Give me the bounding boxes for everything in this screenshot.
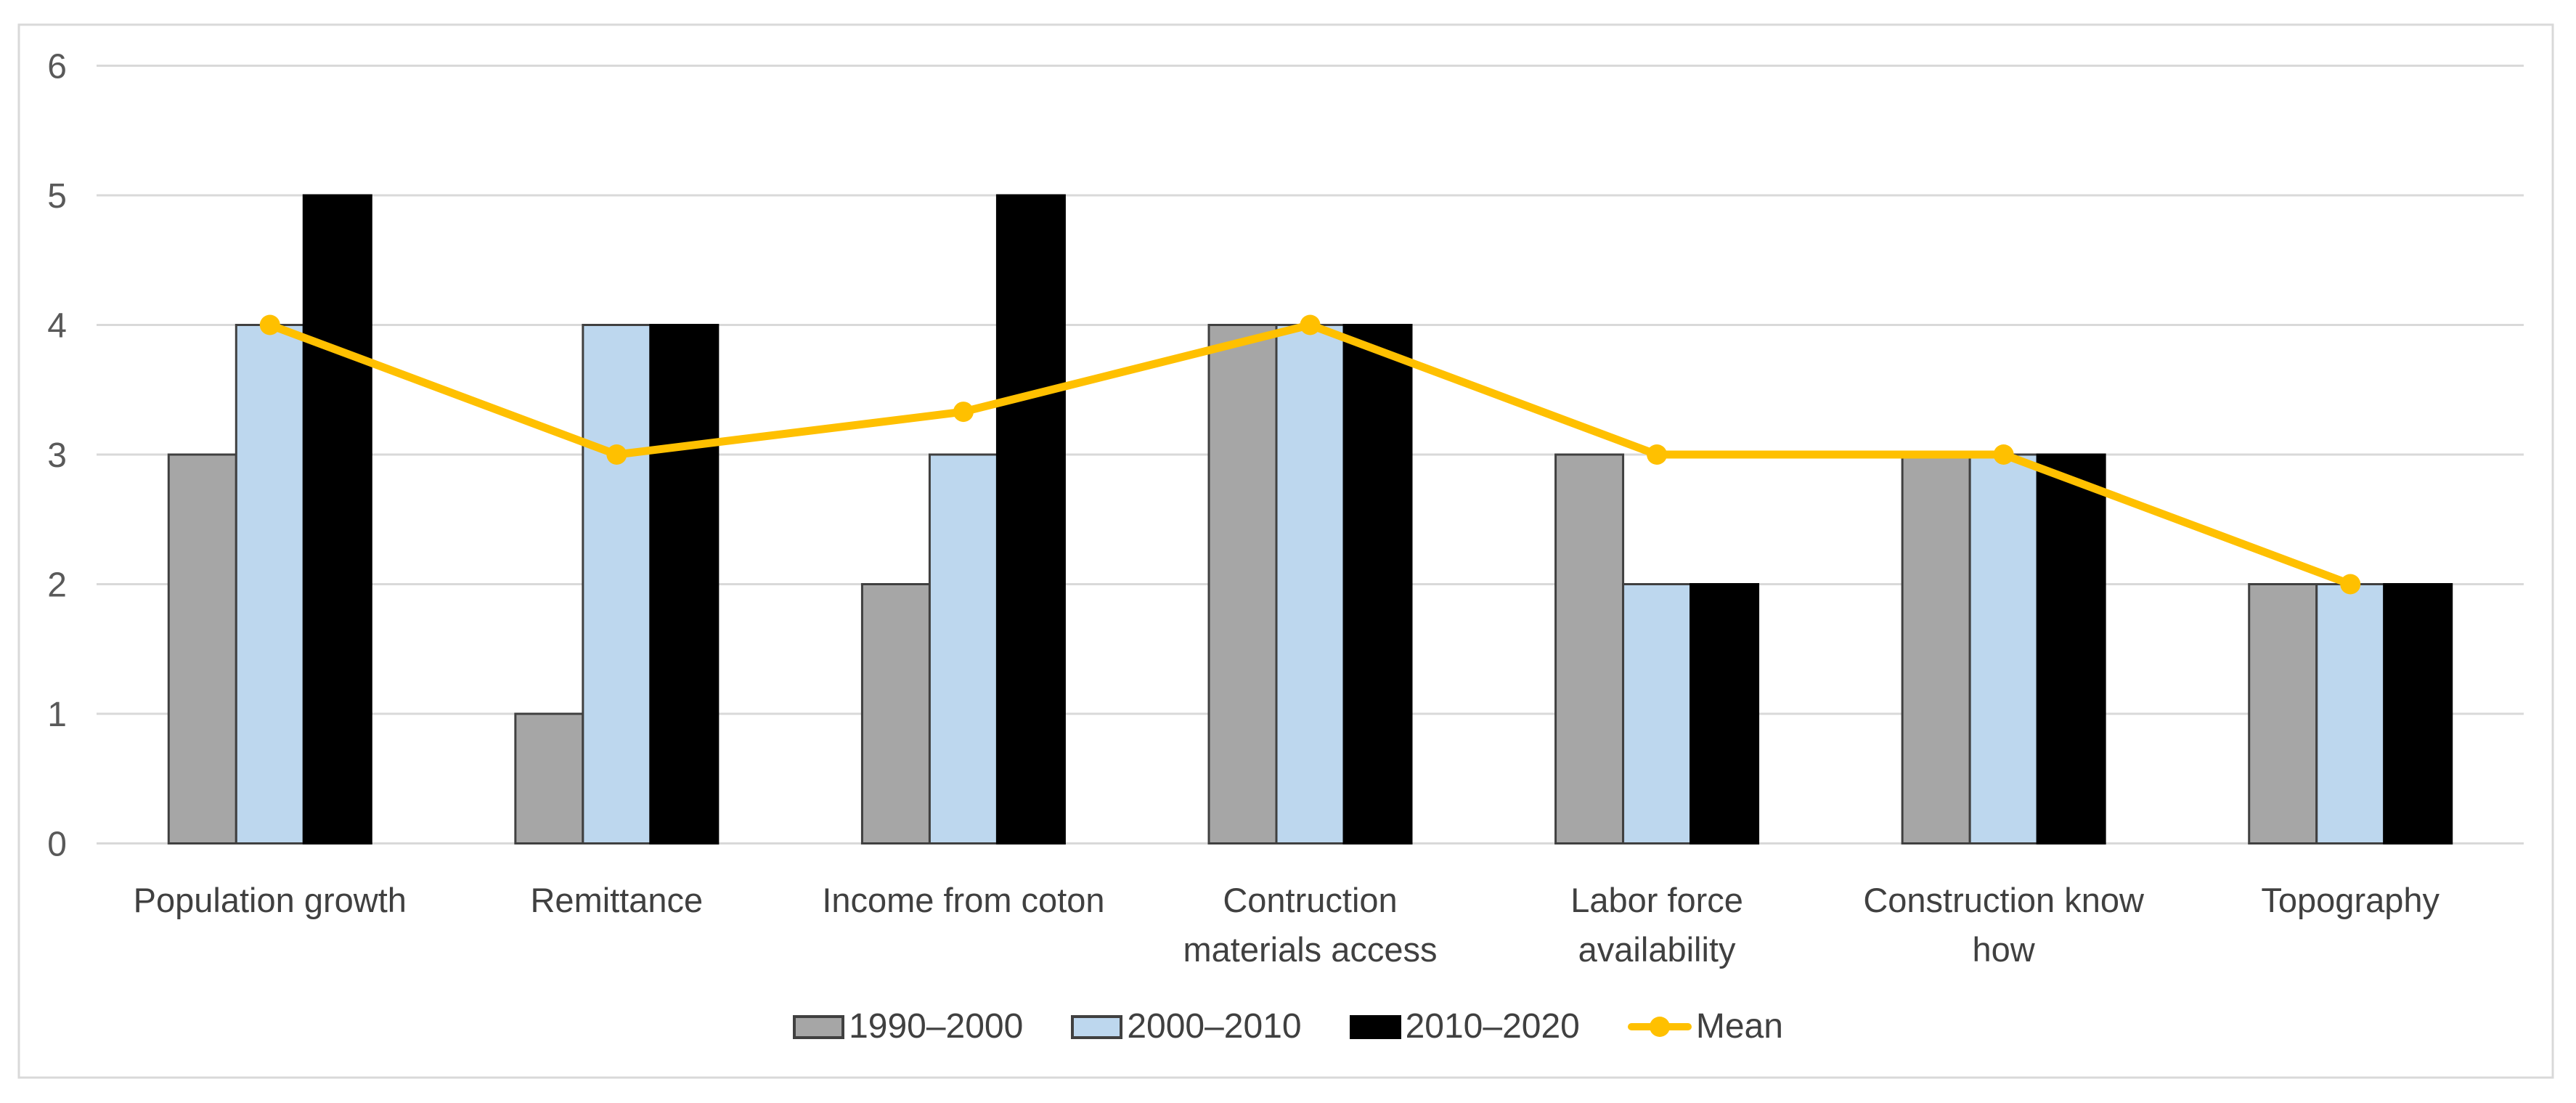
- bar: [235, 324, 305, 844]
- category-label: Remittance: [530, 881, 703, 919]
- bar: [302, 194, 372, 844]
- bar: [1554, 453, 1625, 844]
- category-label: how: [1973, 930, 2036, 969]
- bar: [1207, 324, 1278, 844]
- bar: [2248, 583, 2318, 844]
- bar: [860, 583, 931, 844]
- bar: [2036, 453, 2106, 844]
- category-label: Topography: [2261, 881, 2440, 919]
- mean-line-marker: [1300, 314, 1321, 335]
- bar: [649, 324, 720, 844]
- bar: [995, 194, 1066, 844]
- bar: [1968, 453, 2039, 844]
- bar: [1622, 583, 1692, 844]
- y-axis-tick-label: 3: [47, 436, 67, 475]
- y-axis-tick-label: 2: [47, 566, 67, 605]
- category-label: Contruction: [1223, 881, 1397, 919]
- bar: [1275, 324, 1345, 844]
- bar: [2383, 583, 2453, 844]
- bar: [167, 453, 237, 844]
- mean-line-marker: [2340, 574, 2361, 595]
- bar: [514, 712, 584, 844]
- y-axis-tick-label: 0: [47, 826, 67, 864]
- mean-line-marker: [1647, 444, 1668, 465]
- bar: [928, 453, 998, 844]
- category-label: availability: [1578, 930, 1736, 969]
- category-label: Population growth: [134, 881, 407, 919]
- y-axis-tick-label: 4: [47, 307, 67, 346]
- category-label: materials access: [1183, 930, 1438, 969]
- category-label: Labor force: [1570, 881, 1743, 919]
- y-axis-tick-label: 1: [47, 696, 67, 734]
- chart-frame-border: [17, 23, 2554, 1079]
- bar: [582, 324, 652, 844]
- bar: [1690, 583, 1760, 844]
- mean-line-marker: [259, 314, 280, 335]
- y-axis-tick-label: 6: [47, 48, 67, 86]
- category-label: Income from coton: [822, 881, 1104, 919]
- y-axis-tick-label: 5: [47, 177, 67, 216]
- category-label: Construction know: [1863, 881, 2145, 919]
- mean-line-marker: [606, 444, 627, 465]
- mean-line-marker: [1993, 444, 2014, 465]
- bar: [1901, 453, 1971, 844]
- bar: [2315, 583, 2386, 844]
- mean-line-marker: [953, 402, 974, 423]
- bar: [1342, 324, 1413, 844]
